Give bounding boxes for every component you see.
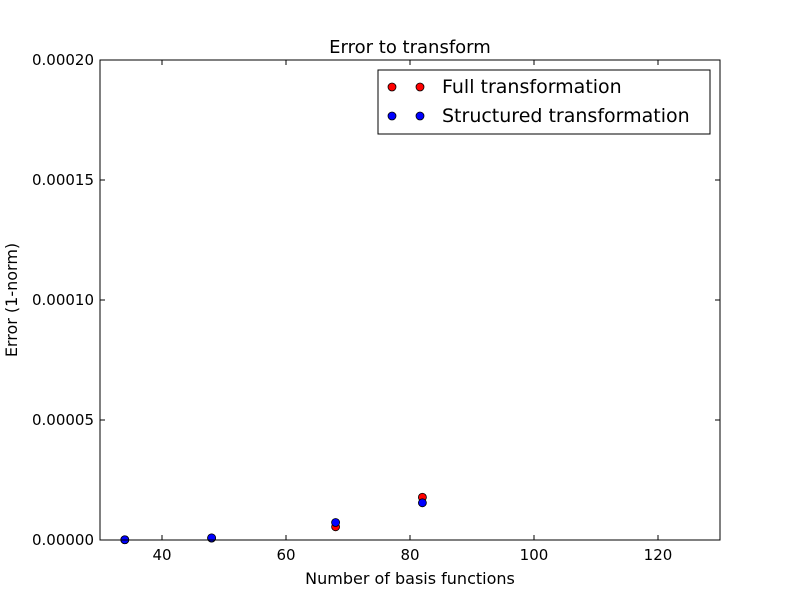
x-tick-label: 100 (520, 546, 549, 564)
series-1-point (417, 498, 427, 508)
x-tick-label: 40 (152, 546, 171, 564)
legend-marker (415, 111, 425, 121)
legend-marker (415, 82, 425, 92)
legend-label: Full transformation (442, 76, 622, 98)
x-tick-label: 120 (644, 546, 673, 564)
y-tick-label: 0.00020 (32, 51, 94, 69)
y-tick-label: 0.00000 (32, 531, 94, 549)
chart-title: Error to transform (329, 37, 491, 58)
legend: Full transformation Structured transforma… (377, 69, 711, 135)
y-tick-label: 0.00015 (32, 171, 94, 189)
y-axis: 0.00000 0.00005 0.00010 0.00015 0.00020 (32, 51, 720, 549)
x-axis-title: Number of basis functions (305, 569, 515, 588)
y-axis-title: Error (1-norm) (2, 243, 21, 357)
x-tick-label: 60 (276, 546, 295, 564)
x-axis: 40 60 80 100 120 (152, 60, 672, 564)
x-tick-label: 80 (400, 546, 419, 564)
series-1-point (207, 533, 217, 543)
legend-marker (387, 111, 397, 121)
legend-marker (387, 82, 397, 92)
series-1-point (331, 518, 341, 527)
plot-frame (99, 59, 721, 541)
y-tick-label: 0.00005 (32, 411, 94, 429)
data-points (120, 492, 427, 545)
y-tick-label: 0.00010 (32, 291, 94, 309)
legend-box (377, 69, 711, 135)
legend-label: Structured transformation (442, 105, 690, 127)
